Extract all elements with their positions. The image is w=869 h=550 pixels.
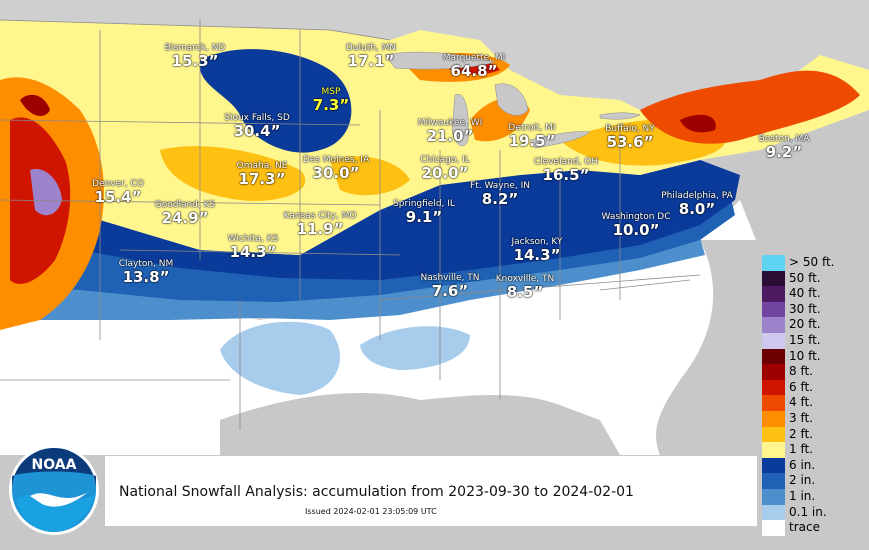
legend-row: 6 in. [759,457,867,474]
legend-label: 4 ft. [789,395,813,410]
legend-label: 8 ft. [789,364,813,379]
issued-timestamp: Issued 2024-02-01 23:05:09 UTC [305,507,437,516]
legend-row: 6 ft. [759,379,867,396]
legend-label: > 50 ft. [789,255,835,269]
zone-rockies-20ft [30,169,62,216]
legend-swatch [762,457,785,474]
snowfall-legend: > 50 ft. 50 ft. 40 ft. 30 ft. 20 ft. 15 ft. 10… [759,255,867,536]
legend-label: 6 in. [789,457,816,472]
legend-label: 30 ft. [789,301,821,316]
legend-swatch [762,442,785,458]
legend-label: 2 ft. [789,426,813,441]
zone-rockies-north [20,94,50,116]
legend-label: 1 ft. [789,442,813,457]
zone-two-feet-plains [160,146,306,201]
legend-swatch [762,286,785,302]
legend-swatch [762,379,785,396]
legend-row: 1 ft. [759,442,867,458]
legend-swatch [762,426,785,443]
logo-wordmark: NOAA [32,457,77,473]
legend-row: trace [759,520,867,536]
state-borders [0,19,701,430]
legend-row: 15 ft. [759,332,867,349]
zone-two-inch [0,195,735,302]
legend-label: 1 in. [789,488,816,503]
legend-row: 50 ft. [759,270,867,287]
lake-michigan [451,94,469,147]
legend-row: 40 ft. [759,286,867,302]
legend-label: 0.1 in. [789,504,827,519]
legend-label: 50 ft. [789,270,821,285]
legend-row: 4 ft. [759,395,867,411]
legend-label: 6 ft. [789,379,813,394]
map-title-panel: National Snowfall Analysis: accumulation… [105,456,757,526]
legend-row: 20 ft. [759,317,867,333]
legend-row: > 50 ft. [759,255,867,271]
legend-label: 15 ft. [789,332,821,347]
legend-row: 1 in. [759,488,867,505]
great-lakes [384,51,641,149]
legend-row: 3 ft. [759,410,867,427]
canada-land [0,0,869,120]
legend-row: 10 ft. [759,348,867,365]
legend-row: 2 in. [759,473,867,489]
lake-superior [384,51,496,70]
legend-swatch [762,348,785,365]
legend-row: 30 ft. [759,301,867,318]
map-title: National Snowfall Analysis: accumulation… [119,484,634,500]
logo-gull [30,492,88,507]
gulf-water [220,392,620,455]
logo-wave [16,494,96,532]
legend-swatch [762,332,785,349]
zone-eight-feet-ne [680,114,716,133]
legend-swatch [762,504,785,521]
florida-land [560,400,660,455]
legend-row: 0.1 in. [759,504,867,521]
legend-swatch [762,364,785,380]
logo-top [12,448,96,490]
zone-tenth-inch-2 [360,326,470,370]
zone-six-inch-mn [199,49,352,153]
lake-erie [529,131,591,149]
legend-swatch [762,395,785,411]
legend-label: 10 ft. [789,348,821,363]
legend-label: 20 ft. [789,317,821,332]
legend-swatch [762,473,785,489]
zone-six-inch [0,160,740,280]
legend-swatch [762,488,785,505]
atlantic-water [656,240,760,455]
legend-label: 3 ft. [789,410,813,425]
legend-swatch [762,255,785,271]
legend-label: trace [789,520,820,535]
legend-row: 8 ft. [759,364,867,380]
legend-label: 2 in. [789,473,816,488]
legend-swatch [762,520,785,536]
zone-two-feet-iowa [330,156,410,196]
zone-tenth-inch-1 [220,321,340,395]
legend-label: 40 ft. [789,286,821,301]
legend-swatch [762,317,785,333]
legend-swatch [762,270,785,287]
noaa-logo: NOAA [9,445,99,535]
legend-row: 2 ft. [759,426,867,443]
legend-swatch [762,410,785,427]
lake-huron [494,83,529,116]
legend-swatch [762,301,785,318]
lake-ontario [599,112,641,120]
